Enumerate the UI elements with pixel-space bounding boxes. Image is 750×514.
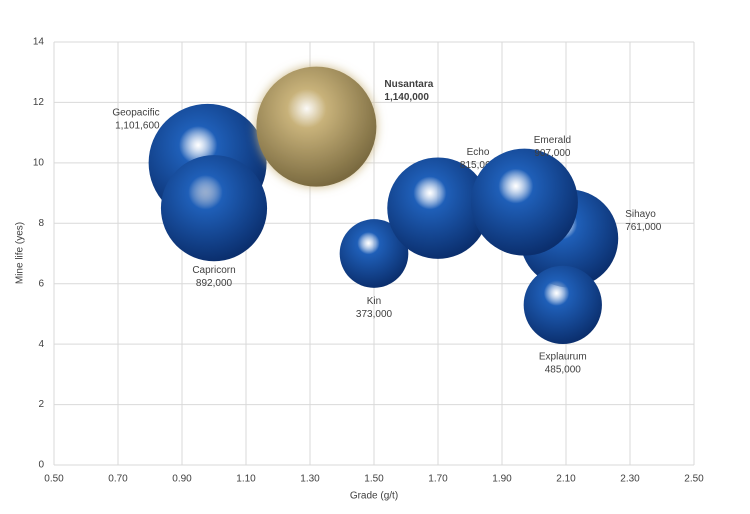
y-tick-label: 12 bbox=[33, 97, 45, 108]
bubble-name: Explaurum bbox=[539, 352, 587, 363]
bubble bbox=[387, 157, 489, 259]
bubble-size-label: 485,000 bbox=[545, 365, 582, 376]
y-tick-label: 10 bbox=[33, 157, 45, 168]
x-tick-label: 0.50 bbox=[44, 474, 64, 485]
bubble-name: Echo bbox=[467, 147, 490, 158]
x-tick-label: 2.10 bbox=[556, 474, 576, 485]
x-axis-label: Grade (g/t) bbox=[350, 491, 398, 502]
y-axis-label: Mine life (yes) bbox=[15, 222, 26, 284]
x-tick-label: 2.50 bbox=[684, 474, 704, 485]
bubble-name: Emerald bbox=[534, 135, 571, 146]
bubble-size-label: 1,140,000 bbox=[384, 92, 429, 103]
x-tick-label: 1.10 bbox=[236, 474, 256, 485]
x-tick-label: 0.70 bbox=[108, 474, 128, 485]
x-tick-label: 1.70 bbox=[428, 474, 448, 485]
bubble bbox=[339, 219, 409, 288]
bubble-name: Geopacific bbox=[112, 107, 159, 118]
y-tick-label: 0 bbox=[38, 460, 44, 471]
bubble-name: Sihayo bbox=[625, 209, 656, 220]
bubble bbox=[256, 66, 377, 187]
bubble-size-label: 815,065 bbox=[460, 160, 497, 171]
bubble-name: Kin bbox=[367, 296, 381, 307]
x-tick-label: 1.30 bbox=[300, 474, 320, 485]
y-tick-label: 14 bbox=[33, 37, 45, 48]
y-tick-label: 4 bbox=[38, 339, 44, 350]
bubble bbox=[160, 155, 268, 262]
bubble-name: Nusantara bbox=[384, 79, 433, 90]
bubble-name: Capricorn bbox=[192, 265, 235, 276]
x-tick-label: 0.90 bbox=[172, 474, 192, 485]
bubble bbox=[470, 148, 578, 256]
bubble-size-label: 1,101,600 bbox=[115, 120, 160, 131]
bubble-size-label: 761,000 bbox=[625, 222, 662, 233]
x-tick-label: 1.50 bbox=[364, 474, 384, 485]
y-tick-label: 8 bbox=[38, 218, 44, 229]
x-tick-label: 2.30 bbox=[620, 474, 640, 485]
bubble-size-label: 907,000 bbox=[534, 148, 571, 159]
y-tick-label: 2 bbox=[38, 399, 44, 410]
x-tick-label: 1.90 bbox=[492, 474, 512, 485]
bubble-size-label: 373,000 bbox=[356, 309, 393, 320]
bubble bbox=[523, 265, 602, 344]
bubble-size-label: 892,000 bbox=[196, 278, 233, 289]
y-tick-label: 6 bbox=[38, 278, 44, 289]
